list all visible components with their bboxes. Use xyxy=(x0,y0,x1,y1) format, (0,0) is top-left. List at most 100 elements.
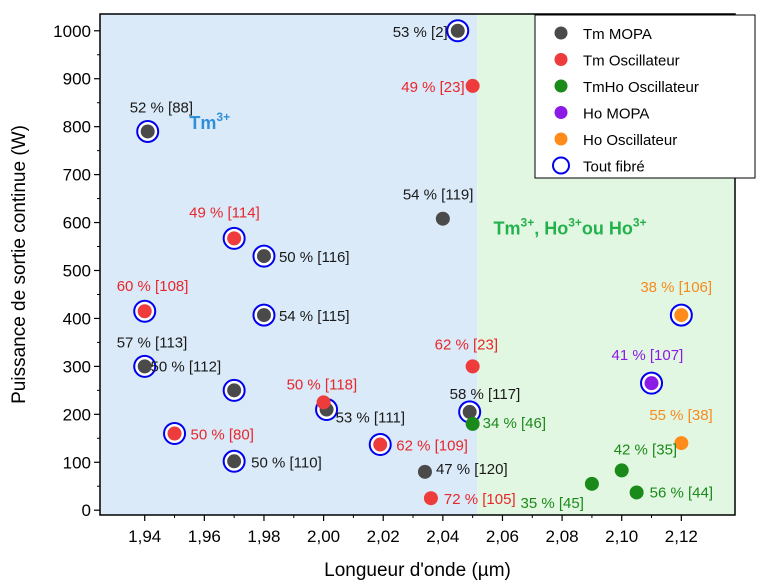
legend-marker xyxy=(554,106,568,119)
region-label-text: ou Ho xyxy=(582,219,633,239)
point-label: 53 % [2] xyxy=(393,24,448,41)
x-tick-label: 2,00 xyxy=(307,527,340,546)
legend-label: Ho MOPA xyxy=(583,106,649,123)
point-label: 50 % [110] xyxy=(251,454,322,471)
region-label-tm: Tm3+​ xyxy=(189,110,230,133)
data-point-ho-oscillateur xyxy=(674,308,689,323)
point-label: 50 % [118] xyxy=(287,376,358,393)
data-point-tm-mopa xyxy=(256,308,271,323)
y-tick-label: 900 xyxy=(63,70,91,89)
legend-marker xyxy=(554,53,568,66)
region-tm xyxy=(100,14,478,515)
data-point-tm-oscillateur xyxy=(465,359,480,374)
legend-ring-marker xyxy=(552,156,570,175)
x-tick-label: 2,10 xyxy=(605,527,638,546)
point-label: 58 % [117] xyxy=(450,386,521,403)
data-point-tm-oscillateur xyxy=(137,304,152,319)
x-tick-label: 1,94 xyxy=(128,527,161,546)
point-label: 38 % [106] xyxy=(640,279,712,296)
data-point-ho-oscillateur xyxy=(674,436,689,451)
legend-label: TmHo Oscillateur xyxy=(583,79,699,96)
data-point-tm-oscillateur xyxy=(316,395,331,410)
x-axis-title: Longueur d'onde (µm) xyxy=(324,560,511,581)
point-label: 42 % [35] xyxy=(614,441,677,458)
region-label-tmho: Tm3+​, Ho3+​ou Ho3+​ xyxy=(494,216,647,239)
y-tick-label: 600 xyxy=(63,214,91,233)
point-labels: 53 % [2] 52 % [88] 54 % [119] 50 % [116] 54 … xyxy=(117,24,713,512)
point-label: 54 % [119] xyxy=(403,187,474,204)
data-point-tm-mopa xyxy=(227,383,242,398)
y-tick-label: 300 xyxy=(63,357,91,376)
point-label: 41 % [107] xyxy=(612,347,684,364)
point-label: 62 % [23] xyxy=(435,336,498,353)
data-point-tm-oscillateur xyxy=(167,426,182,441)
point-label: 49 % [23] xyxy=(401,79,464,96)
data-point-ho-mopa xyxy=(644,376,659,391)
region-label-sup: 3+ xyxy=(568,216,582,230)
region-label-sup: 3+ xyxy=(216,110,230,124)
x-tick-label: 2,12 xyxy=(665,527,698,546)
data-point-tmho-oscillateur xyxy=(465,416,480,431)
point-label: 49 % [114] xyxy=(189,204,260,221)
region-label-sup: 3+ xyxy=(633,216,647,230)
legend-label: Ho Oscillateur xyxy=(583,132,677,149)
data-point-tm-oscillateur xyxy=(423,491,438,506)
x-tick-label: 2,04 xyxy=(426,527,459,546)
legend-marker xyxy=(554,132,568,146)
data-point-tm-mopa xyxy=(256,249,271,264)
region-label-text: Tm xyxy=(494,219,521,239)
y-tick-label: 0 xyxy=(82,501,91,520)
y-tick-label: 200 xyxy=(63,405,91,424)
point-label: 50 % [112] xyxy=(151,358,222,375)
legend-box xyxy=(534,14,756,179)
data-point-tm-mopa xyxy=(140,124,155,139)
data-point-tm-mopa xyxy=(137,359,152,374)
legend-marker xyxy=(554,79,568,93)
data-points xyxy=(133,19,693,506)
region-label-text: , Ho xyxy=(534,219,568,239)
legend: Tm MOPA Tm Oscillateur TmHo Oscillateur Ho … xyxy=(534,14,756,179)
x-tick-label: 2,02 xyxy=(367,527,400,546)
data-point-tm-oscillateur xyxy=(227,231,242,246)
data-point-tm-oscillateur xyxy=(373,437,388,452)
point-label: 56 % [44] xyxy=(650,484,713,501)
y-tick-label: 500 xyxy=(63,261,91,280)
point-label: 55 % [38] xyxy=(649,407,712,424)
y-tick-label: 1000 xyxy=(53,22,91,41)
legend-label: Tout fibré xyxy=(583,159,645,176)
legend-label: Tm Oscillateur xyxy=(583,53,680,70)
y-tick-label: 800 xyxy=(63,118,91,137)
x-tick-label: 1,96 xyxy=(188,527,221,546)
x-tick-label: 1,98 xyxy=(247,527,280,546)
data-point-tmho-oscillateur xyxy=(584,476,599,491)
x-axis: 1,94 1,96 1,98 2,00 2,02 2,04 2,06 2,08 2,10 2,12 xyxy=(128,515,698,546)
region-label-text: Tm xyxy=(189,113,216,133)
point-label: 34 % [46] xyxy=(483,415,546,432)
legend-label: Tm MOPA xyxy=(583,26,652,43)
x-tick-label: 2,06 xyxy=(486,527,519,546)
point-label: 50 % [80] xyxy=(191,426,254,443)
legend-marker xyxy=(554,26,568,40)
point-label: 35 % [45] xyxy=(521,495,584,512)
x-tick-label: 2,08 xyxy=(546,527,579,546)
point-label: 72 % [105] xyxy=(444,491,516,508)
data-point-tm-mopa xyxy=(462,404,477,419)
region-label-sup: 3+ xyxy=(521,216,535,230)
point-label: 50 % [116] xyxy=(279,249,350,266)
point-label: 62 % [109] xyxy=(396,438,468,455)
y-tick-label: 400 xyxy=(63,309,91,328)
data-point-tmho-oscillateur xyxy=(629,485,644,500)
data-point-tm-mopa xyxy=(227,454,242,469)
plot-frame xyxy=(99,13,736,516)
point-label: 47 % [120] xyxy=(436,461,508,478)
y-tick-label: 700 xyxy=(63,166,91,185)
data-point-tm-oscillateur xyxy=(465,78,480,93)
y-tick-label: 100 xyxy=(63,453,91,472)
point-label: 57 % [113] xyxy=(117,334,188,351)
point-label: 52 % [88] xyxy=(130,99,193,116)
data-point-tm-mopa xyxy=(435,211,450,226)
data-point-tm-mopa xyxy=(417,464,432,479)
y-axis-title: Puissance de sortie continue (W) xyxy=(9,125,30,404)
region-labels: Tm3+​ Tm3+​, Ho3+​ou Ho3+​ xyxy=(189,110,646,238)
